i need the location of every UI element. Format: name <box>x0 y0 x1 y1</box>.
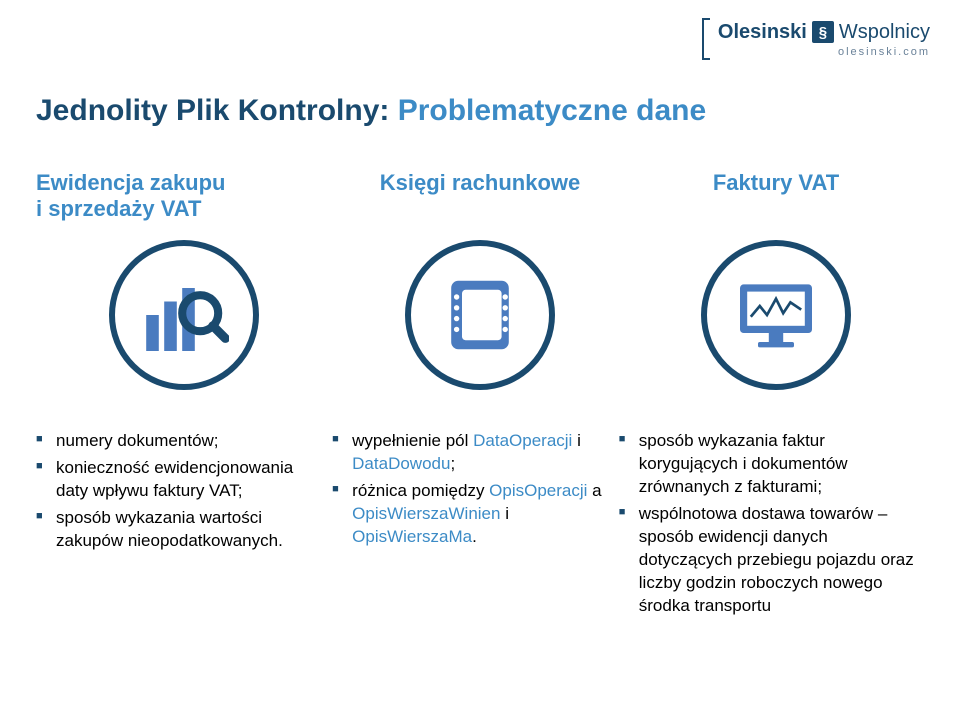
bullet-text: konieczność ewidencjonowania daty wpływu… <box>56 458 293 500</box>
logo-amp-icon: § <box>812 21 834 43</box>
column-labels: Ewidencja zakupu i sprzedaży VAT Księgi … <box>36 170 924 223</box>
label-col3: Faktury VAT <box>628 170 924 223</box>
label-col1-line2: i sprzedaży VAT <box>36 196 201 221</box>
bullet-text: . <box>472 527 477 546</box>
logo-name2: Wspolnicy <box>839 21 930 44</box>
label-col1-line1: Ewidencja zakupu <box>36 170 226 195</box>
bullet-term: DataDowodu <box>352 454 450 473</box>
title-part2: Problematyczne dane <box>398 94 706 127</box>
bullets-row: numery dokumentów; konieczność ewidencjo… <box>36 430 924 622</box>
bullets-col2: wypełnienie pól DataOperacji i DataDowod… <box>332 430 609 622</box>
bullet-text: wypełnienie pól <box>352 431 473 450</box>
bullet-text: i <box>572 431 581 450</box>
bullet-text: wspólnotowa dostawa towarów – sposób ewi… <box>639 504 914 615</box>
list-item: wypełnienie pól DataOperacji i DataDowod… <box>332 430 609 476</box>
bullet-text: a <box>587 481 601 500</box>
list-item: numery dokumentów; <box>36 430 322 453</box>
bullet-text: numery dokumentów; <box>56 431 219 450</box>
list-item: sposób wykazania wartości zakupów nieopo… <box>36 507 322 553</box>
bullets-col3: sposób wykazania faktur korygujących i d… <box>619 430 924 622</box>
brand-logo: Olesinski § Wspolnicy olesinski.com <box>702 18 930 60</box>
list-item: sposób wykazania faktur korygujących i d… <box>619 430 924 499</box>
bullet-text: sposób wykazania wartości zakupów nieopo… <box>56 508 283 550</box>
monitor-icon <box>701 240 851 390</box>
page-title: Jednolity Plik Kontrolny: Problematyczne… <box>36 94 706 128</box>
label-col2: Księgi rachunkowe <box>332 170 628 223</box>
list-item: różnica pomiędzy OpisOperacji a OpisWier… <box>332 480 609 549</box>
logo-name1: Olesinski <box>718 21 807 44</box>
logo-bracket-icon <box>702 18 710 60</box>
book-icon <box>405 240 555 390</box>
list-item: konieczność ewidencjonowania daty wpływu… <box>36 457 322 503</box>
bullet-text: ; <box>450 454 455 473</box>
bullet-term: OpisOperacji <box>489 481 587 500</box>
bullet-text: i <box>500 504 509 523</box>
title-part1: Jednolity Plik Kontrolny: <box>36 94 398 127</box>
analytics-icon <box>109 240 259 390</box>
icons-row <box>36 240 924 390</box>
bullets-col1: numery dokumentów; konieczność ewidencjo… <box>36 430 322 622</box>
bullet-text: różnica pomiędzy <box>352 481 489 500</box>
bullet-term: DataOperacji <box>473 431 572 450</box>
bullet-text: sposób wykazania faktur korygujących i d… <box>639 431 848 496</box>
logo-subtext: olesinski.com <box>838 46 930 58</box>
bullet-term: OpisWierszaWinien <box>352 504 500 523</box>
bullet-term: OpisWierszaMa <box>352 527 472 546</box>
logo-text: Olesinski § Wspolnicy olesinski.com <box>718 21 930 58</box>
label-col1: Ewidencja zakupu i sprzedaży VAT <box>36 170 332 223</box>
list-item: wspólnotowa dostawa towarów – sposób ewi… <box>619 503 924 618</box>
